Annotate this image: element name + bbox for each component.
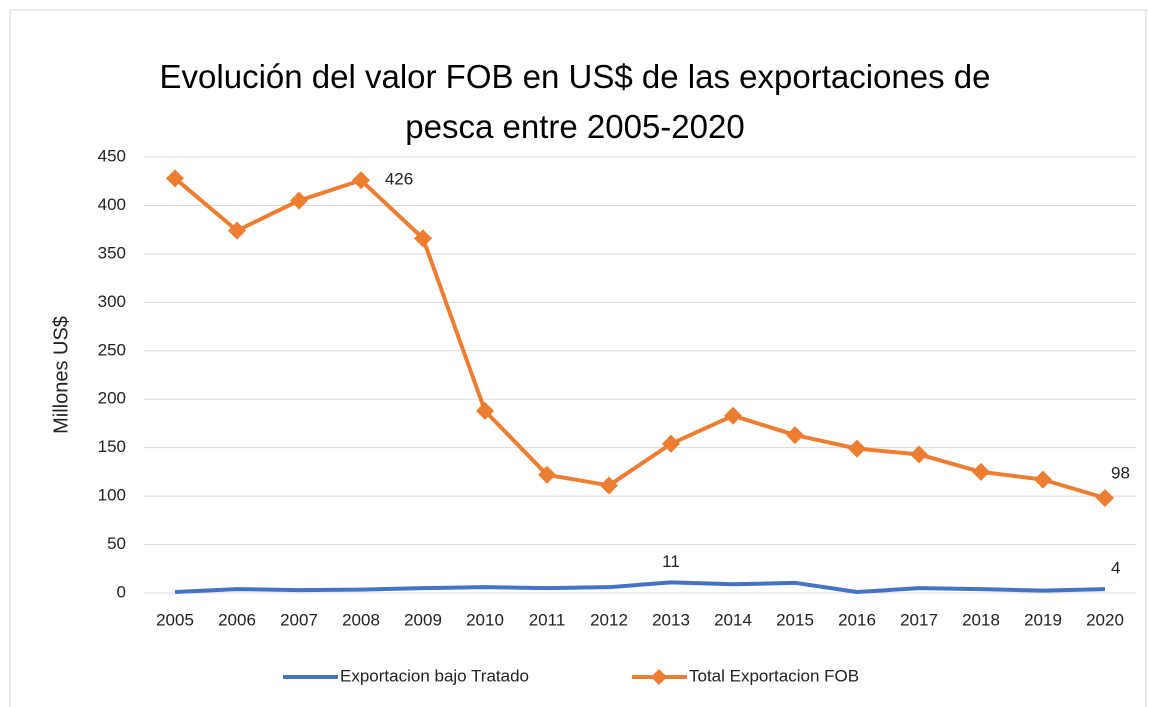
x-tick-label: 2019	[1024, 610, 1062, 629]
x-tick-label: 2008	[342, 610, 380, 629]
x-tick-label: 2010	[466, 610, 504, 629]
x-tick-label: 2009	[404, 610, 442, 629]
x-tick-label: 2011	[529, 610, 566, 629]
data-label: 98	[1111, 464, 1130, 483]
x-tick-label: 2017	[900, 610, 938, 629]
data-point	[724, 406, 742, 425]
data-point	[414, 229, 432, 248]
series-line	[173, 176, 1106, 500]
y-tick-label: 300	[98, 292, 126, 311]
data-point	[910, 445, 928, 464]
y-tick-label: 400	[98, 195, 126, 214]
data-label: 4	[1111, 559, 1120, 578]
y-tick-label: 250	[98, 340, 126, 359]
data-point	[290, 191, 308, 210]
x-tick-label: 2005	[156, 610, 194, 629]
y-tick-label: 50	[107, 534, 126, 553]
x-tick-label: 2013	[652, 610, 690, 629]
x-tick-label: 2006	[218, 610, 256, 629]
data-point	[600, 476, 618, 495]
series-line	[174, 580, 1106, 595]
x-tick-label: 2015	[776, 610, 814, 629]
y-tick-label: 200	[98, 389, 126, 408]
x-tick-label: 2014	[714, 610, 752, 629]
data-point	[352, 171, 370, 190]
data-point	[538, 465, 556, 484]
chart-title: Evolución del valor FOB en US$ de las ex…	[159, 58, 991, 145]
data-point	[1096, 489, 1114, 508]
data-label: 11	[662, 552, 680, 571]
x-tick-label: 2020	[1086, 610, 1124, 629]
data-point	[786, 426, 804, 445]
data-label: 426	[385, 170, 413, 189]
legend-label: Exportacion bajo Tratado	[340, 666, 529, 685]
y-tick-label: 350	[98, 243, 126, 262]
legend-marker	[651, 669, 667, 685]
data-point	[848, 439, 866, 458]
legend-label: Total Exportacion FOB	[689, 666, 859, 685]
y-tick-label: 450	[98, 146, 126, 165]
y-tick-label: 100	[98, 486, 126, 505]
x-tick-label: 2018	[962, 610, 1000, 629]
data-point	[972, 462, 990, 481]
y-tick-label: 0	[117, 582, 126, 601]
x-tick-label: 2016	[838, 610, 876, 629]
y-axis-label: Millones US$	[50, 316, 72, 434]
x-tick-label: 2007	[280, 610, 318, 629]
data-point	[166, 169, 184, 188]
data-point	[228, 221, 246, 240]
data-point	[1034, 470, 1052, 489]
data-point	[476, 401, 494, 420]
data-point	[662, 434, 680, 453]
x-tick-label: 2012	[590, 610, 628, 629]
y-tick-label: 150	[98, 437, 126, 456]
chart-border	[9, 9, 1147, 707]
